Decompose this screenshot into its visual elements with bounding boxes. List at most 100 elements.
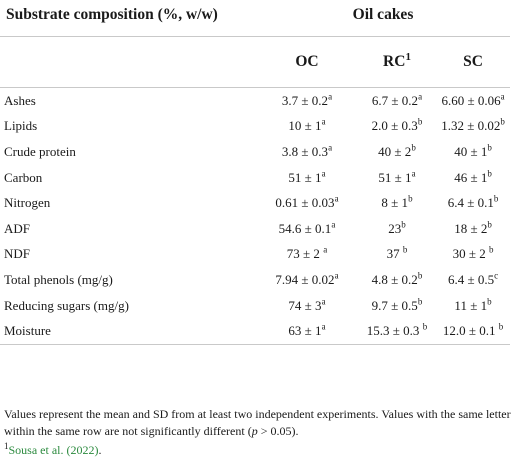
significance-letter: a [321, 296, 326, 307]
reference-tail: . [98, 443, 102, 457]
cell-number: 74 ± 3 [288, 297, 322, 313]
significance-letter: a [328, 91, 333, 102]
significance-letter: a [334, 270, 339, 281]
header-spacer [0, 37, 256, 88]
cell-value: 40 ± 2b [358, 139, 436, 165]
column-header-sc: SC [436, 37, 510, 88]
cell-number: 12.0 ± 0.1 [442, 323, 499, 339]
significance-letter: b [488, 245, 494, 256]
cell-value: 46 ± 1b [436, 165, 510, 191]
footnote-reference: 1Sousa et al. (2022). [4, 442, 516, 459]
cell-value: 51 ± 1a [358, 165, 436, 191]
cell-number: 6.60 ± 0.06 [441, 92, 501, 108]
row-label: Nitrogen [4, 195, 51, 211]
table-row: NDF 73 ± 2 a 37 b 30 ± 2 b [0, 242, 510, 268]
cell-number: 23 [388, 220, 402, 236]
cell-number: 4.8 ± 0.2 [371, 271, 418, 287]
cell-value: 3.7 ± 0.2a [256, 88, 358, 114]
cell-value: 30 ± 2 b [436, 242, 510, 268]
significance-letter: b [417, 270, 423, 281]
table-row: Nitrogen 0.61 ± 0.03a 8 ± 1b 6.4 ± 0.1b [0, 190, 510, 216]
cell-value: 6.4 ± 0.5c [436, 267, 510, 293]
footnote-text: Values represent the mean and SD from at… [4, 407, 511, 438]
significance-letter: a [411, 168, 416, 179]
column-header-label: OC [295, 53, 319, 70]
cell-number: 1.32 ± 0.02 [441, 118, 501, 134]
row-label: Lipids [4, 118, 38, 134]
composition-header: Substrate composition (%, w/w) [6, 6, 218, 23]
cell-value: 4.8 ± 0.2b [358, 267, 436, 293]
column-header-label: SC [463, 53, 483, 70]
footnote-note: Values represent the mean and SD from at… [4, 406, 516, 440]
oil-cakes-header: Oil cakes [352, 6, 414, 23]
cell-value: 3.8 ± 0.3a [256, 139, 358, 165]
table-row: Lipids 10 ± 1a 2.0 ± 0.3b 1.32 ± 0.02b [0, 114, 510, 140]
significance-letter: a [418, 91, 423, 102]
cell-number: 0.61 ± 0.03 [275, 195, 335, 211]
table-row: Ashes 3.7 ± 0.2a 6.7 ± 0.2a 6.60 ± 0.06a [0, 88, 510, 114]
cell-value: 63 ± 1a [256, 318, 358, 345]
significance-letter: b [498, 321, 504, 332]
row-label: NDF [4, 246, 31, 262]
cell-value: 23b [358, 216, 436, 242]
significance-letter: a [334, 193, 339, 204]
cell-number: 6.7 ± 0.2 [371, 92, 419, 108]
cell-number: 30 ± 2 [452, 246, 489, 262]
table-row: Total phenols (mg/g) 7.94 ± 0.02a 4.8 ± 0.… [0, 267, 510, 293]
significance-letter: b [487, 142, 492, 153]
cell-value: 0.61 ± 0.03a [256, 190, 358, 216]
cell-value: 7.94 ± 0.02a [256, 267, 358, 293]
cell-number: 6.4 ± 0.1 [447, 195, 494, 211]
row-label: Carbon [4, 169, 43, 185]
cell-number: 51 ± 1 [288, 169, 322, 185]
cell-number: 3.7 ± 0.2 [281, 92, 329, 108]
cell-value: 12.0 ± 0.1 b [436, 318, 511, 345]
cell-value: 15.3 ± 0.3 b [358, 318, 436, 345]
cell-number: 63 ± 1 [288, 323, 322, 339]
cell-value: 6.7 ± 0.2a [358, 88, 436, 114]
cell-value: 54.6 ± 0.1a [256, 216, 358, 242]
cell-value: 73 ± 2 a [256, 242, 358, 268]
cell-value: 10 ± 1a [256, 114, 358, 140]
composition-table: Substrate composition (%, w/w) Oil cakes… [0, 6, 511, 345]
cell-number: 37 [386, 246, 403, 262]
cell-number: 10 ± 1 [288, 118, 322, 134]
cell-value: 1.32 ± 0.02b [436, 114, 510, 140]
column-header-label: RC [383, 53, 406, 70]
table-row: ADF 54.6 ± 0.1a 23b 18 ± 2b [0, 216, 510, 242]
row-label: ADF [4, 220, 31, 236]
row-label: Crude protein [4, 143, 76, 159]
cell-value: 2.0 ± 0.3b [358, 114, 436, 140]
significance-letter: b [500, 117, 505, 128]
cell-value: 11 ± 1b [436, 293, 510, 319]
significance-letter: c [494, 270, 499, 281]
significance-letter: b [487, 168, 492, 179]
cell-number: 40 ± 1 [454, 143, 488, 159]
table-row: Carbon 51 ± 1a 51 ± 1a 46 ± 1b [0, 165, 510, 191]
cell-number: 2.0 ± 0.3 [371, 118, 418, 134]
cell-number: 40 ± 2 [378, 143, 412, 159]
table-body: Ashes 3.7 ± 0.2a 6.7 ± 0.2a 6.60 ± 0.06a Lip… [0, 88, 511, 345]
cell-value: 6.60 ± 0.06a [436, 88, 510, 114]
significance-letter: b [422, 321, 428, 332]
cell-value: 6.4 ± 0.1b [436, 190, 510, 216]
cell-value: 9.7 ± 0.5b [358, 293, 436, 319]
cell-value: 40 ± 1b [436, 139, 510, 165]
column-header-oc: OC [256, 37, 358, 88]
cell-number: 51 ± 1 [378, 169, 412, 185]
cell-number: 9.7 ± 0.5 [371, 297, 418, 313]
reference-link[interactable]: Sousa et al. (2022) [8, 443, 99, 457]
significance-letter: a [323, 245, 328, 256]
cell-number: 3.8 ± 0.3 [281, 143, 329, 159]
cell-number: 7.94 ± 0.02 [275, 271, 335, 287]
row-label: Reducing sugars (mg/g) [4, 297, 129, 313]
row-label: Ashes [4, 92, 36, 108]
column-header-sup: 1 [405, 50, 411, 63]
cell-value: 8 ± 1b [358, 190, 436, 216]
significance-letter: b [487, 219, 492, 230]
column-header-rc: RC1 [358, 37, 436, 88]
cell-number: 15.3 ± 0.3 [366, 323, 423, 339]
significance-letter: b [408, 193, 413, 204]
significance-letter: a [500, 91, 505, 102]
